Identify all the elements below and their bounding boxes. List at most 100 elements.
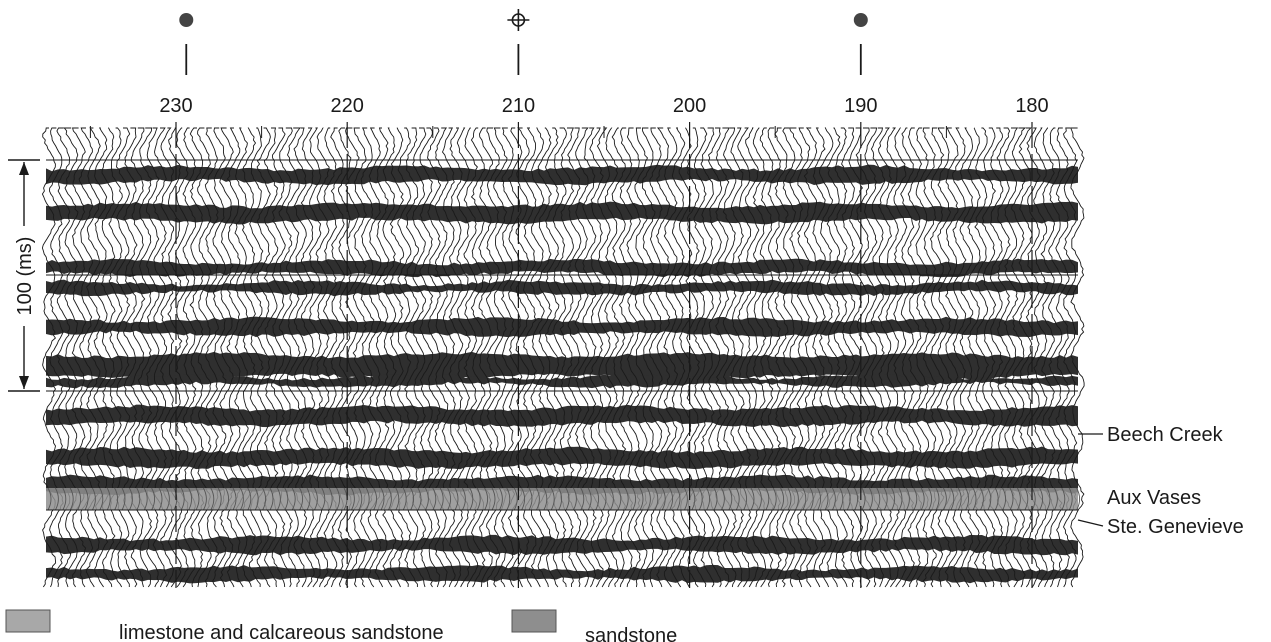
shaded-trace [328,487,333,511]
shaded-trace [425,487,429,511]
shaded-trace [957,487,962,511]
time-scale-bar: 100 (ms) [8,159,40,392]
shaded-trace [195,487,200,511]
shaded-trace [262,487,267,511]
shaded-trace [1068,487,1073,511]
cdp-tick-label: 200 [673,95,706,117]
cdp-tick-label: 220 [331,95,364,117]
filled-dot-icon [853,13,868,27]
legend-label-limestone: limestone and calcareous sandstone [119,622,444,642]
shaded-trace [721,487,725,511]
shaded-trace [624,487,629,511]
shaded-trace [77,487,82,511]
shaded-trace [402,487,407,511]
shaded-trace [358,487,363,511]
shaded-trace [809,487,814,511]
arrow-down-icon [19,376,29,389]
shaded-trace [1002,487,1007,511]
shaded-trace [476,487,481,511]
shaded-trace [861,487,866,511]
shaded-trace [883,487,888,511]
shaded-trace [277,487,281,511]
shaded-trace [536,487,540,511]
horizon-labels: Beech Creek Aux Vases Ste. Genevieve [1077,424,1244,538]
shaded-trace [706,487,711,511]
shaded-trace [935,487,940,511]
shaded-trace [365,487,370,511]
shaded-trace [795,487,799,511]
shaded-trace [188,487,193,511]
shaded-trace [1076,487,1081,511]
timing-lines [46,159,1078,511]
shaded-trace [1061,487,1066,511]
shaded-trace [314,487,318,511]
arrow-up-icon [19,162,29,175]
shaded-trace [521,487,526,511]
shaded-trace [269,487,274,511]
wiggle-trace [1070,127,1085,588]
horizon-label-beech-creek: Beech Creek [1107,424,1224,446]
shaded-trace [240,487,244,511]
shaded-trace [780,487,785,511]
shaded-trace [351,487,355,511]
legend-swatch-sandstone [511,609,557,633]
shaded-trace [661,487,666,511]
shaded-trace [802,487,807,511]
shaded-trace [632,487,637,511]
shaded-trace [1009,487,1014,511]
reflection-band [46,446,1078,470]
shaded-trace [869,487,873,511]
horizon-label-aux-vases: Aux Vases [1107,487,1201,509]
shaded-trace [203,487,207,511]
shaded-trace [824,487,829,511]
shaded-trace [602,487,607,511]
shaded-trace [499,487,503,511]
shaded-trace [180,487,185,511]
shaded-trace [610,487,614,511]
shaded-trace [691,487,696,511]
shaded-trace [994,487,999,511]
shaded-trace [1054,487,1058,511]
shaded-trace [462,487,466,511]
legend-label-sandstone: sandstone [585,625,677,642]
shaded-trace [373,487,378,511]
shaded-trace [299,487,304,511]
shaded-trace [595,487,600,511]
shaded-trace [432,487,437,511]
shaded-trace [898,487,903,511]
seismic-section [41,122,1085,588]
shaded-trace [928,487,933,511]
cdp-tick-label: 230 [159,95,192,117]
shaded-trace [684,487,688,511]
shaded-trace [69,487,74,511]
shaded-trace [647,487,651,511]
shaded-trace [676,487,681,511]
shaded-trace [528,487,533,511]
time-scale-label: 100 (ms) [14,237,36,316]
shaded-trace [654,487,659,511]
shaded-trace [817,487,822,511]
shaded-trace [491,487,496,511]
shaded-trace [965,487,970,511]
shaded-trace [1017,487,1021,511]
shaded-trace [743,487,748,511]
shaded-trace [454,487,459,511]
shaded-trace [913,487,918,511]
shaded-sandstone-unit [46,487,1081,511]
shaded-trace [439,487,444,511]
shaded-trace [114,487,119,511]
cdp-gridlines [89,122,1033,588]
shaded-trace [506,487,511,511]
shaded-trace [1024,487,1029,511]
shaded-trace [513,487,518,511]
shaded-trace [380,487,385,511]
shaded-trace [787,487,792,511]
shaded-trace [832,487,836,511]
shaded-trace [247,487,252,511]
shaded-trace [750,487,755,511]
horizon-label-ste-genevieve: Ste. Genevieve [1107,516,1244,538]
shaded-trace [284,487,289,511]
shaded-trace [166,487,170,511]
shaded-trace [388,487,392,511]
